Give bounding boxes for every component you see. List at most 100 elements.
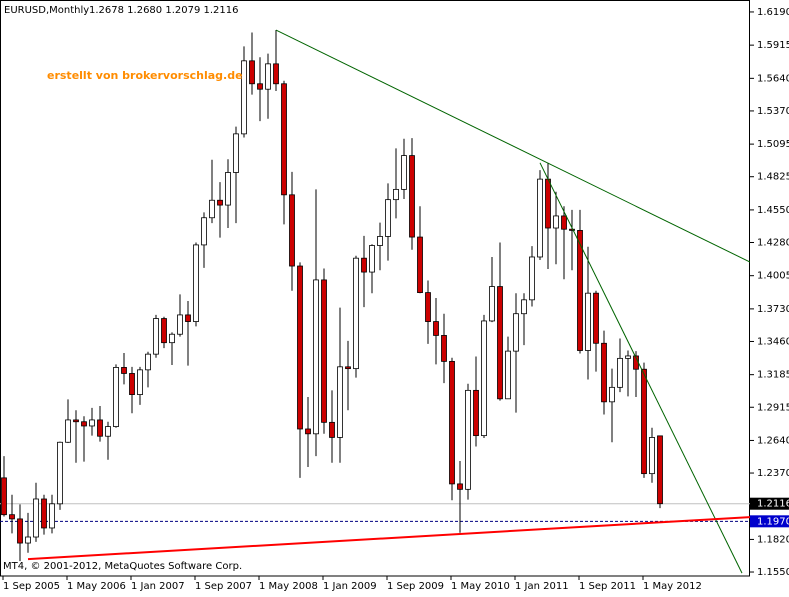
candle-body [337,366,343,438]
candle-body [193,244,199,322]
price-box [750,497,789,510]
candle-body [33,498,39,538]
candle-body [289,194,295,267]
candle-body [489,286,495,322]
candle-body [545,178,551,229]
candle-body [145,353,151,371]
x-tick-label: 1 Sep 2009 [387,581,444,592]
watermark: erstellt von brokervorschlag.de [47,69,243,82]
candle-body [593,292,599,344]
candle-body [57,441,63,505]
plot-frame [0,0,750,577]
candle-body [345,366,351,370]
trend-line [27,516,750,561]
candle-body [137,369,143,395]
candle-body [529,256,535,301]
candle-body [657,435,663,505]
y-tick-label: 1.3460 [757,336,789,347]
candle-body [497,286,503,400]
candle-body [305,428,311,435]
chart-title: EURUSD,Monthly [4,5,89,16]
axes: 1.6190 1.5915 1.5640 1.5370 1.5095 1.4825 1.45… [2,7,789,592]
footer: MT4, © 2001-2012, MetaQuotes Software Co… [3,561,242,572]
candle-body [73,419,79,423]
candle-body [377,236,383,246]
candle-body [601,342,607,403]
candle-body [9,514,15,520]
candle-body [265,63,271,90]
candle-body [457,483,463,490]
candle-body [49,503,55,529]
plot-area [0,29,750,574]
candle-body [121,367,127,374]
candle-body [297,265,303,430]
candle-body [65,419,71,443]
y-tick-label: 1.5370 [757,106,789,117]
candle-body [209,199,215,219]
y-tick-label: 1.5640 [757,73,789,84]
candle-body [577,230,583,351]
candle-body [449,360,455,485]
x-tick-label: 1 May 2006 [67,581,126,592]
x-tick-label: 1 Sep 2005 [3,581,60,592]
candle-body [473,389,479,437]
candle-body [417,236,423,293]
candle-body [217,199,223,206]
price-label: 1.2116 [757,499,789,510]
candle-body [233,133,239,173]
y-tick-label: 1.4280 [757,237,789,248]
candle-body [105,426,111,437]
candle-body [169,333,175,344]
candle-body [561,215,567,230]
candle-body [361,257,367,273]
x-tick-label: 1 Jan 2011 [515,581,569,592]
candle-body [313,279,319,435]
candle-body [521,299,527,315]
candle-body [257,83,263,90]
y-tick-label: 1.1820 [757,534,789,545]
candle-body [641,368,647,475]
candle-body [17,518,23,544]
candle-body [585,292,591,351]
y-tick-label: 1.5095 [757,139,789,150]
candle-body [153,318,159,355]
trend-line [539,162,743,574]
x-tick-label: 1 May 2010 [451,581,510,592]
candle-body [281,83,287,196]
candle-body [177,314,183,335]
y-tick-label: 1.3185 [757,370,789,381]
candle-body [393,188,399,201]
x-tick-label: 1 May 2008 [259,581,318,592]
candle-body [201,217,207,246]
candle-body [385,199,391,237]
y-tick-label: 1.6190 [757,7,789,18]
candle-body [441,335,447,362]
y-tick-label: 1.5915 [757,40,789,51]
candle-body [81,421,87,427]
y-tick-label: 1.1550 [757,567,789,578]
candle-body [409,155,415,238]
candle-body [329,421,335,438]
candle-body [241,60,247,135]
candle-body [353,257,359,370]
x-tick-label: 1 Sep 2011 [579,581,636,592]
candle-body [465,389,471,490]
quote: 1.2678 1.2680 1.2079 1.2116 [89,5,239,16]
candle-body [617,357,623,388]
price-label: 1.1970 [757,516,789,527]
candle-body [513,313,519,352]
y-tick-label: 1.2640 [757,435,789,446]
candle-body [321,279,327,423]
candle-body [249,60,255,85]
candle-body [625,355,631,359]
y-tick-label: 1.4550 [757,205,789,216]
candle-body [161,318,167,344]
candle-body [433,321,439,336]
x-tick-label: 1 Jan 2007 [131,581,185,592]
candle-body [553,215,559,229]
y-tick-label: 1.2915 [757,402,789,413]
candle-body [273,63,279,85]
candle-body [97,419,103,437]
y-tick-label: 1.4825 [757,172,789,183]
candle-body [129,373,135,395]
